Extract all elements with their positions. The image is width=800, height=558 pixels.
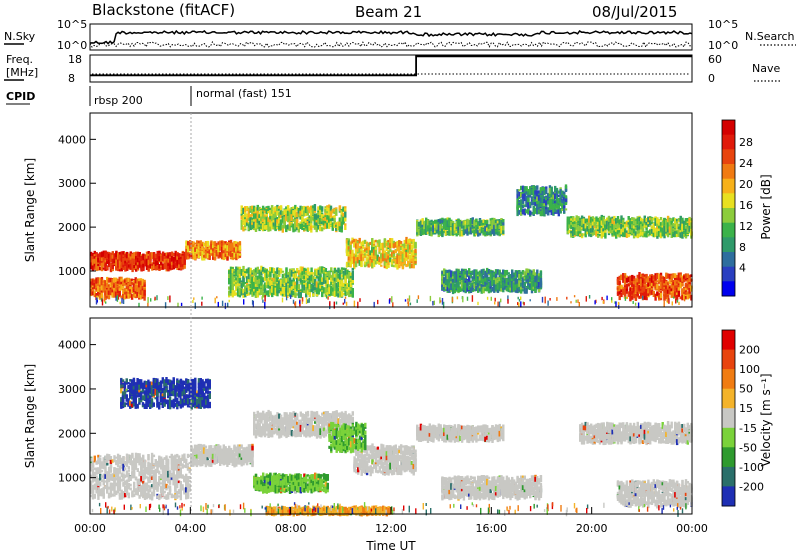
range-gate-cell bbox=[502, 222, 504, 225]
scatter-band bbox=[416, 217, 504, 237]
range-gate-cell bbox=[101, 293, 103, 298]
nsearch-trace bbox=[90, 42, 692, 47]
scatter-band bbox=[90, 251, 186, 273]
cpid-mode-normal: normal (fast) 151 bbox=[196, 87, 292, 100]
nsky-tick-top: 10^5 bbox=[57, 18, 87, 31]
frequency-trace bbox=[90, 56, 692, 75]
range-gate-cell bbox=[300, 292, 302, 298]
range-gate-cell bbox=[414, 253, 416, 255]
nave-tick-bottom: 0 bbox=[708, 72, 715, 85]
range-gate-cell bbox=[298, 284, 300, 289]
date-label: 08/Jul/2015 bbox=[592, 3, 677, 21]
scatter-band bbox=[241, 204, 347, 233]
nave-label: Nave bbox=[752, 62, 780, 75]
range-gate-cell bbox=[282, 271, 284, 273]
range-gate-cell bbox=[414, 259, 416, 261]
range-gate-cell bbox=[242, 277, 244, 282]
station-title: Blackstone (fitACF) bbox=[92, 1, 235, 19]
range-gate-cell bbox=[344, 212, 346, 218]
range-gate-cell bbox=[414, 261, 416, 264]
range-gate-cell bbox=[309, 292, 311, 297]
range-gate-cell bbox=[352, 268, 354, 271]
cpid-label: CPID bbox=[6, 90, 35, 103]
range-gate-cell bbox=[244, 227, 246, 229]
range-gate-cell bbox=[280, 206, 282, 211]
range-gate-cell bbox=[604, 234, 606, 237]
range-gate-cell bbox=[378, 239, 380, 243]
range-gate-cell bbox=[239, 247, 241, 250]
range-gate-cell bbox=[143, 284, 145, 287]
range-gate-cell bbox=[360, 261, 362, 267]
freq-tick-top: 18 bbox=[68, 53, 82, 66]
range-gate-cell bbox=[375, 247, 377, 250]
range-gate-cell bbox=[314, 204, 316, 211]
range-gate-cell bbox=[400, 241, 402, 244]
range-gate-cell bbox=[335, 209, 337, 216]
freq-panel-frame bbox=[90, 55, 692, 82]
range-gate-cell bbox=[502, 230, 504, 233]
range-gate-cell bbox=[380, 265, 382, 267]
range-gate-cell bbox=[352, 277, 354, 280]
freq-tick-bottom: 8 bbox=[68, 72, 75, 85]
scatter-band bbox=[567, 215, 693, 239]
range-gate-cell bbox=[321, 207, 323, 211]
range-gate-cell bbox=[207, 241, 209, 246]
scatter-band bbox=[228, 266, 354, 299]
range-gate-cell bbox=[143, 290, 145, 296]
scatter-band bbox=[516, 184, 567, 216]
range-gate-cell bbox=[285, 268, 287, 271]
range-gate-cell bbox=[184, 259, 186, 265]
range-gate-cell bbox=[344, 226, 346, 230]
nsearch-tick-top: 10^5 bbox=[708, 18, 738, 31]
range-gate-cell bbox=[414, 242, 416, 248]
nsky-label: N.Sky bbox=[4, 30, 36, 43]
beam-label: Beam 21 bbox=[355, 3, 422, 21]
range-gate-cell bbox=[344, 223, 346, 226]
range-gate-cell bbox=[344, 208, 346, 210]
nsearch-tick-bottom: 10^0 bbox=[708, 39, 738, 52]
nsearch-label: N.Search bbox=[745, 30, 795, 43]
scatter-band bbox=[346, 237, 417, 270]
cpid-mode-rbsp: rbsp 200 bbox=[94, 94, 143, 107]
range-gate-cell bbox=[565, 189, 567, 192]
nsky-tick-bottom: 10^0 bbox=[57, 39, 87, 52]
nave-tick-top: 60 bbox=[708, 53, 722, 66]
range-gate-cell bbox=[143, 282, 145, 284]
freq-label-line1: Freq. bbox=[6, 53, 33, 66]
range-gate-cell bbox=[414, 249, 416, 253]
range-gate-cell bbox=[352, 289, 354, 293]
range-gate-cell bbox=[310, 268, 312, 273]
nsky-trace bbox=[90, 31, 692, 44]
range-gate-cell bbox=[330, 267, 332, 271]
scatter-band bbox=[185, 240, 241, 261]
power-panel bbox=[90, 184, 693, 309]
range-gate-cell bbox=[551, 190, 553, 192]
freq-label-line2: [MHz] bbox=[6, 66, 38, 79]
range-gate-cell bbox=[565, 198, 567, 202]
range-gate-cell bbox=[312, 293, 314, 296]
range-gate-cell bbox=[536, 185, 538, 190]
range-gate-cell bbox=[327, 281, 329, 283]
range-gate-cell bbox=[529, 205, 531, 208]
range-gate-cell bbox=[565, 208, 567, 210]
range-gate-cell bbox=[502, 226, 504, 230]
range-gate-cell bbox=[239, 253, 241, 255]
